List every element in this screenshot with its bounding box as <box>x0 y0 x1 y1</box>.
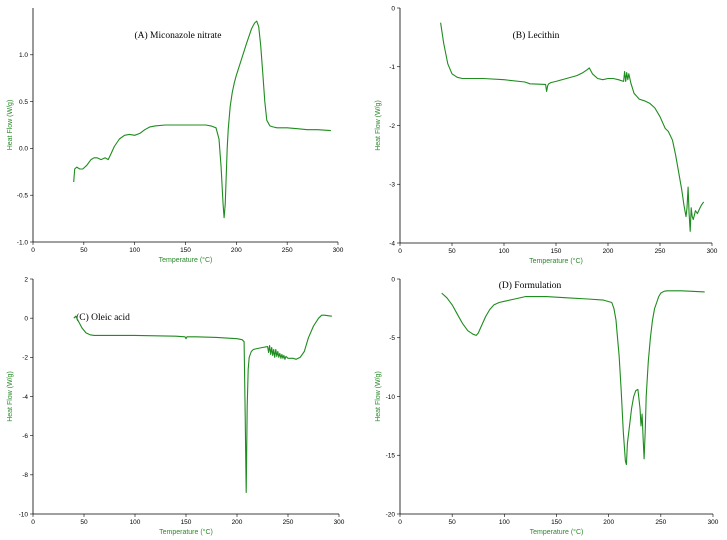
y-tick-label: 0 <box>391 5 395 12</box>
heat-flow-curve <box>441 290 705 466</box>
x-tick-label: 300 <box>707 248 718 255</box>
heat-flow-curve <box>73 20 331 219</box>
y-tick-label: -4 <box>389 240 395 247</box>
x-tick-label: 0 <box>398 248 402 255</box>
x-axis-title: Temperature (°C) <box>159 256 213 264</box>
y-tick-label: -2 <box>389 123 395 130</box>
x-axis-title: Temperature (°C) <box>530 528 584 536</box>
y-tick-label: -4 <box>22 394 28 401</box>
y-tick-label: -0.5 <box>17 193 29 200</box>
y-tick-label: -20 <box>386 511 396 518</box>
x-tick-label: 300 <box>334 519 345 526</box>
x-tick-label: 100 <box>129 247 140 254</box>
y-tick-label: -1.0 <box>17 239 29 246</box>
y-tick-label: -10 <box>19 511 29 518</box>
x-axis-title: Temperature (°C) <box>529 257 583 265</box>
x-tick-label: 250 <box>283 519 294 526</box>
heat-flow-curve <box>73 314 332 494</box>
heat-flow-curve <box>440 22 705 232</box>
y-tick-label: 0 <box>391 276 395 283</box>
y-tick-label: -2 <box>22 355 28 362</box>
y-tick-label: 0.5 <box>19 99 28 106</box>
panel-c-oleic-acid: 0 50 100 150 200 250 300 -10 -8 -6 -4 -2 0 2 Temperatu… <box>7 276 345 536</box>
y-tick-label: -6 <box>22 433 28 440</box>
panel-a-miconazole: 0 50 100 150 200 250 300 -1.0 -0.5 0.0 0.5 1.0 Tempe… <box>7 8 344 264</box>
y-tick-label: -8 <box>22 472 28 479</box>
y-axis-title: Heat Flow (W/g) <box>7 100 14 151</box>
x-tick-label: 50 <box>80 519 88 526</box>
x-tick-label: 150 <box>181 519 192 526</box>
panel-title: (A) Miconazole nitrate <box>134 30 221 41</box>
panel-d-formulation: 0 50 100 150 200 250 300 -20 -15 -10 -5 0 Temperatur… <box>375 276 719 536</box>
x-axis-title: Temperature (°C) <box>159 528 213 536</box>
x-tick-label: 50 <box>80 247 88 254</box>
panel-title: (B) Lecithin <box>513 30 560 41</box>
x-tick-label: 0 <box>398 519 402 526</box>
x-tick-label: 200 <box>603 248 614 255</box>
x-tick-label: 250 <box>655 248 666 255</box>
x-tick-label: 300 <box>333 247 344 254</box>
x-tick-label: 250 <box>655 519 666 526</box>
y-tick-label: 0.0 <box>19 146 28 153</box>
x-tick-label: 50 <box>449 519 457 526</box>
x-tick-label: 150 <box>551 248 562 255</box>
x-tick-label: 0 <box>31 519 35 526</box>
panel-title: (C) Oleic acid <box>76 312 130 323</box>
y-tick-label: -10 <box>386 394 396 401</box>
x-tick-label: 300 <box>708 519 719 526</box>
y-tick-label: 0 <box>24 315 28 322</box>
x-tick-label: 150 <box>180 247 191 254</box>
x-tick-label: 100 <box>130 519 141 526</box>
panel-b-lecithin: 0 50 100 150 200 250 300 -4 -3 -2 -1 0 Temperature (… <box>375 5 718 265</box>
y-axis-title: Heat Flow (W/g) <box>7 371 14 422</box>
y-axis-title: Heat Flow (W/g) <box>375 371 382 422</box>
x-tick-label: 0 <box>31 247 35 254</box>
x-tick-label: 100 <box>499 248 510 255</box>
x-tick-label: 50 <box>448 248 456 255</box>
y-axis-title: Heat Flow (W/g) <box>375 100 382 151</box>
x-tick-label: 200 <box>231 247 242 254</box>
x-tick-label: 100 <box>499 519 510 526</box>
panel-title: (D) Formulation <box>499 280 562 291</box>
x-tick-label: 200 <box>232 519 243 526</box>
y-tick-label: 1.0 <box>19 52 28 59</box>
x-tick-label: 200 <box>603 519 614 526</box>
y-tick-label: 2 <box>24 276 28 283</box>
y-tick-label: -3 <box>389 182 395 189</box>
y-tick-label: -1 <box>389 64 395 71</box>
y-tick-label: -5 <box>389 335 395 342</box>
y-tick-label: -15 <box>386 453 396 460</box>
x-tick-label: 250 <box>282 247 293 254</box>
x-tick-label: 150 <box>551 519 562 526</box>
